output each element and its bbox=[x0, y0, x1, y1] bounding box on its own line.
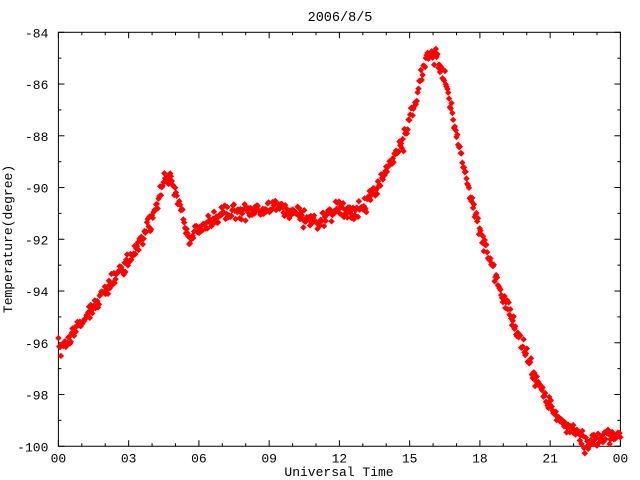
svg-text:21: 21 bbox=[542, 451, 558, 466]
svg-text:-88: -88 bbox=[25, 130, 48, 145]
svg-text:06: 06 bbox=[191, 451, 207, 466]
svg-text:-90: -90 bbox=[25, 182, 48, 197]
svg-text:18: 18 bbox=[472, 451, 488, 466]
svg-text:12: 12 bbox=[332, 451, 348, 466]
svg-text:-86: -86 bbox=[25, 78, 48, 93]
svg-text:Universal Time: Universal Time bbox=[284, 465, 393, 480]
svg-text:00: 00 bbox=[51, 451, 67, 466]
svg-text:-94: -94 bbox=[25, 285, 49, 300]
svg-text:03: 03 bbox=[121, 451, 137, 466]
svg-text:-96: -96 bbox=[25, 337, 48, 352]
svg-text:Temperature(degree): Temperature(degree) bbox=[1, 165, 16, 313]
svg-text:-98: -98 bbox=[25, 389, 48, 404]
svg-text:2006/8/5: 2006/8/5 bbox=[308, 11, 373, 26]
svg-text:-100: -100 bbox=[17, 440, 48, 455]
svg-text:-92: -92 bbox=[25, 233, 48, 248]
svg-text:-84: -84 bbox=[25, 26, 49, 41]
svg-text:00: 00 bbox=[613, 451, 629, 466]
svg-text:15: 15 bbox=[402, 451, 418, 466]
svg-text:09: 09 bbox=[261, 451, 277, 466]
